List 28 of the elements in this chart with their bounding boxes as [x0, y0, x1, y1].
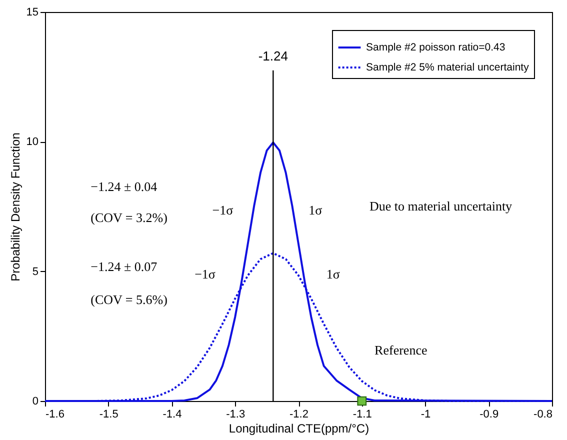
x-axis-title: Longitudinal CTE(ppm/°C) — [228, 422, 370, 436]
y-tick-label: 0 — [32, 396, 38, 408]
x-tick-label: -1.3 — [226, 408, 246, 420]
annotation: −1σ — [194, 266, 216, 282]
annotation: −1σ — [212, 202, 234, 218]
x-tick-label: -1.4 — [162, 408, 182, 420]
y-tick-label: 5 — [32, 266, 38, 278]
annotation: (COV = 5.6%) — [90, 292, 168, 307]
annotation: Due to material uncertainty — [369, 198, 513, 214]
annotation: (COV = 3.2%) — [90, 210, 168, 226]
y-tick-label: 15 — [26, 6, 38, 18]
x-tick-label: -1.6 — [46, 408, 64, 420]
legend-label: Sample #2 5% material uncertainty — [366, 62, 530, 74]
x-tick-label: -1 — [420, 408, 431, 420]
annotation: 1σ — [308, 202, 322, 218]
annotation: Reference — [374, 342, 428, 358]
x-tick-label: -0.9 — [480, 408, 499, 420]
annotation: −1.24 ± 0.07 — [90, 258, 158, 274]
annotation: 1σ — [326, 266, 340, 282]
x-tick-label: -0.8 — [534, 408, 552, 420]
legend-label: Sample #2 poisson ratio=0.43 — [366, 42, 506, 54]
x-tick-label: -1.2 — [290, 408, 308, 420]
y-axis-title: Probability Density Function — [8, 132, 22, 282]
ref-line-label: -1.24 — [258, 48, 288, 64]
y-tick-label: 10 — [26, 136, 38, 148]
x-tick-label: -1.1 — [352, 408, 372, 420]
x-tick-label: -1.5 — [99, 408, 118, 420]
annotation: −1.24 ± 0.04 — [90, 179, 158, 194]
